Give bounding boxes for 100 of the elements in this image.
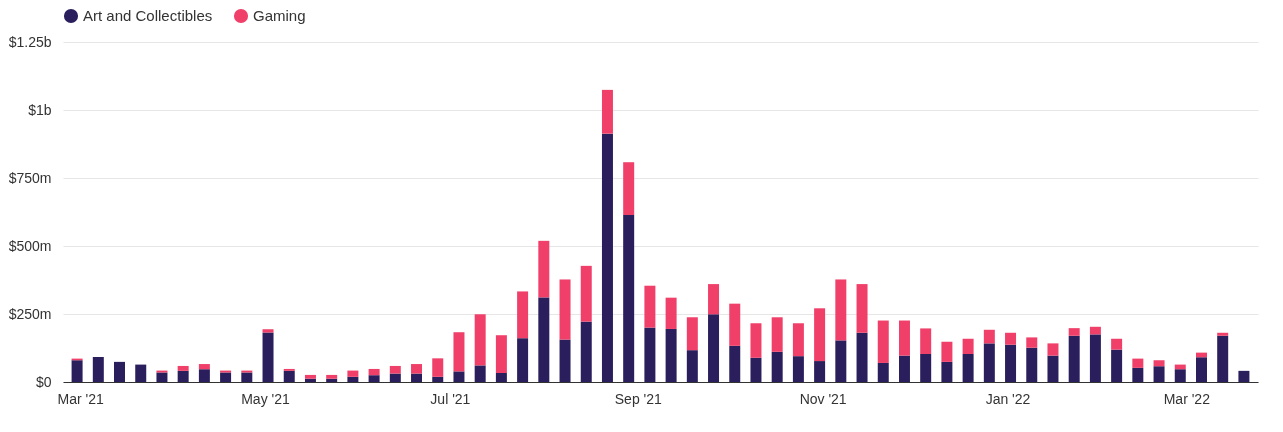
bar <box>1026 337 1038 348</box>
bar <box>474 314 486 366</box>
bar <box>559 279 571 340</box>
bar <box>1132 358 1144 368</box>
bar <box>750 357 762 382</box>
bar <box>1026 347 1038 382</box>
bar <box>198 369 210 382</box>
bar <box>1089 326 1101 335</box>
bar <box>135 364 147 382</box>
bar <box>432 376 444 382</box>
y-tick-label: $0 <box>35 373 52 390</box>
bar <box>708 314 720 382</box>
legend-label: Gaming <box>253 7 306 24</box>
bar <box>538 240 550 298</box>
bar <box>792 323 804 357</box>
x-tick-label: Jan '22 <box>985 390 1031 407</box>
bar <box>1089 334 1101 382</box>
x-tick-label: Nov '21 <box>799 390 847 407</box>
bar <box>771 351 783 382</box>
bar <box>92 356 104 382</box>
bar <box>453 371 465 382</box>
bar <box>686 317 698 351</box>
y-tick-label: $1b <box>28 101 52 118</box>
y-tick-label: $750m <box>8 169 52 186</box>
bar <box>347 370 359 377</box>
bar <box>347 376 359 382</box>
bar <box>304 378 316 382</box>
bar <box>241 372 253 382</box>
bar <box>368 375 380 382</box>
bar <box>580 321 592 382</box>
bar <box>304 374 316 379</box>
x-tick-label: Jul '21 <box>430 390 471 407</box>
bar <box>1111 349 1123 382</box>
bar <box>856 284 868 333</box>
bar <box>1047 343 1059 356</box>
bar <box>877 362 889 382</box>
bar <box>686 350 698 382</box>
bar <box>941 361 953 382</box>
bar <box>750 323 762 358</box>
y-tick-label: $500m <box>8 237 52 254</box>
bar <box>1217 335 1229 382</box>
bar <box>1195 357 1207 382</box>
bar <box>368 368 380 376</box>
bar <box>283 370 295 382</box>
bar <box>962 338 974 354</box>
bar <box>495 335 507 374</box>
bar <box>474 365 486 382</box>
bar <box>1153 360 1165 367</box>
bar <box>771 317 783 352</box>
bar <box>1238 370 1250 382</box>
bar <box>1111 338 1123 350</box>
bar <box>220 372 232 382</box>
bar <box>389 373 401 382</box>
bar <box>856 332 868 382</box>
bar <box>708 284 720 315</box>
bar <box>665 328 677 382</box>
bar <box>262 329 274 333</box>
bar <box>1005 332 1017 345</box>
bar <box>877 320 889 363</box>
bar <box>729 345 741 382</box>
y-tick-label: $250m <box>8 305 52 322</box>
x-tick-label: Mar '21 <box>57 390 104 407</box>
bar <box>920 328 932 354</box>
bar <box>389 365 401 374</box>
bar <box>156 372 168 382</box>
bar <box>1068 335 1080 382</box>
bar <box>1132 367 1144 382</box>
bar <box>1068 328 1080 336</box>
bar <box>898 355 910 382</box>
bar <box>814 308 826 362</box>
bar <box>1005 344 1017 382</box>
bar <box>326 374 338 379</box>
bar <box>729 303 741 346</box>
bar <box>495 373 507 382</box>
bar <box>665 297 677 329</box>
bar <box>1217 332 1229 336</box>
bar <box>792 356 804 382</box>
bar <box>835 340 847 382</box>
bar <box>644 327 656 382</box>
bar <box>1174 369 1186 382</box>
bar <box>411 373 423 382</box>
bar <box>517 291 529 339</box>
x-tick-label: Sep '21 <box>614 390 663 407</box>
bar <box>835 279 847 341</box>
x-tick-label: Mar '22 <box>1163 390 1211 407</box>
bar <box>198 364 210 370</box>
bar <box>517 338 529 382</box>
bar <box>983 329 995 344</box>
x-tick-label: May '21 <box>241 390 290 407</box>
bar <box>71 360 83 382</box>
bar <box>262 332 274 382</box>
bar <box>601 89 613 134</box>
bar <box>559 339 571 382</box>
bar <box>983 343 995 382</box>
y-tick-label: $1.25b <box>8 33 52 50</box>
bar <box>1047 355 1059 382</box>
bar <box>453 332 465 372</box>
legend-label: Art and Collectibles <box>83 7 213 24</box>
bar <box>411 364 423 374</box>
bar <box>432 358 444 377</box>
